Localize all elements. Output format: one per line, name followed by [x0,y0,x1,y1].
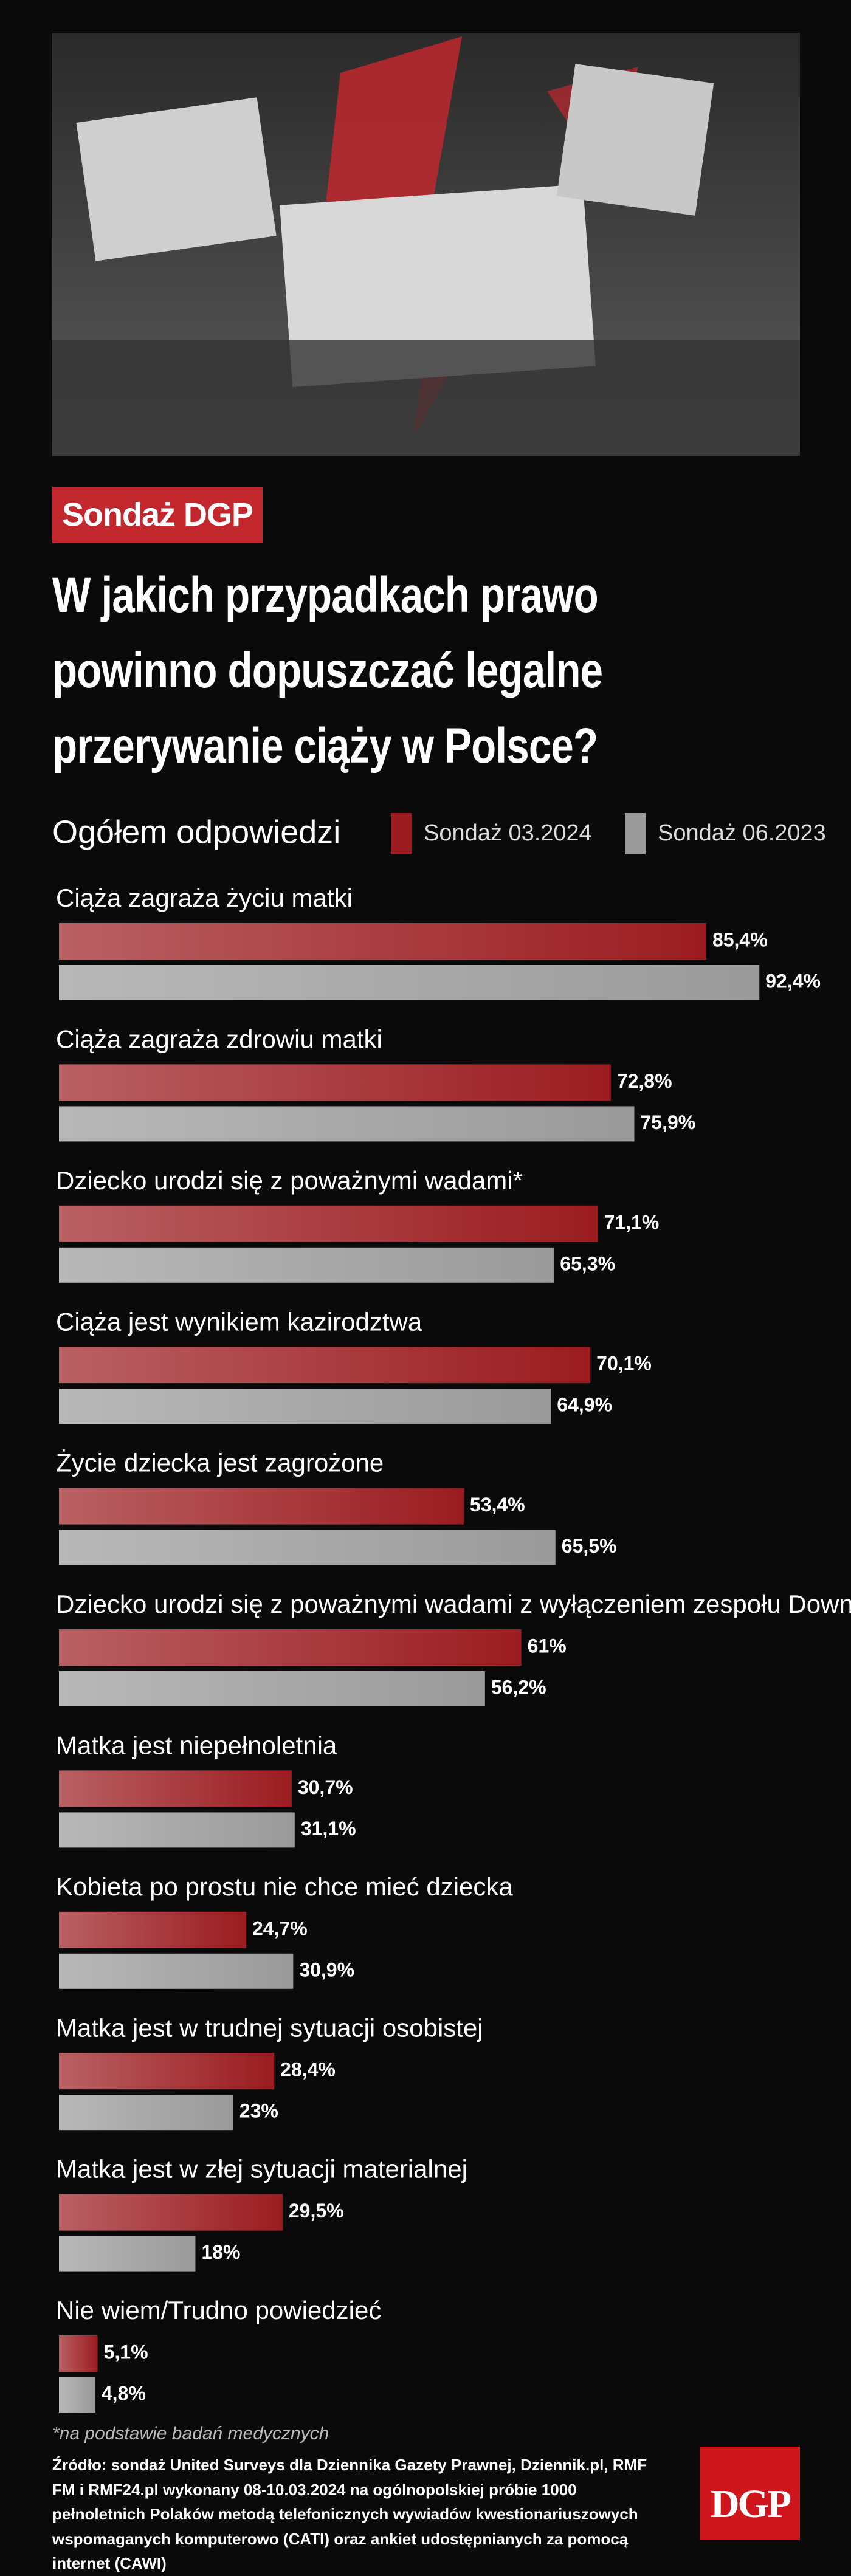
bar [59,1770,292,1807]
value-label: 64,9% [557,1394,612,1416]
value-label: 28,4% [280,2059,336,2081]
logo: DGP [700,2447,800,2540]
value-label: 65,5% [562,1535,617,1557]
chart: Ogółem odpowiedzi Sondaż 03.2024 Sondaż 0… [52,33,851,2413]
bar [59,1671,485,1706]
value-label: 75,9% [640,1111,695,1133]
value-label: 24,7% [252,1917,308,1939]
bar [59,965,760,1000]
bar [59,2335,98,2372]
value-label: 61% [528,1635,567,1657]
category-label: Dziecko urodzi się z poważnymi wadami* [56,1166,523,1195]
value-label: 18% [201,2241,240,2263]
bar [59,1488,464,1525]
bar [59,2194,283,2231]
value-label: 29,5% [289,2200,344,2222]
value-label: 85,4% [712,929,768,950]
category-label: Ciąża zagraża życiu matki [56,884,353,912]
bar [59,1389,551,1424]
value-label: 56,2% [491,1676,546,1698]
bar [59,1247,554,1283]
footnote: *na podstawie badań medycznych [52,2423,329,2444]
legend-swatch [391,813,412,854]
category-label: Dziecko urodzi się z poważnymi wadami z … [56,1590,851,1618]
value-label: 23% [239,2100,278,2122]
bar [59,1064,611,1101]
bar [59,1106,635,1142]
bar [59,1812,295,1848]
photo [52,33,800,456]
category-label: Kobieta po prostu nie chce mieć dziecka [56,1872,513,1901]
badge: Sondaż DGP [52,487,263,543]
value-label: 4,8% [102,2382,146,2404]
legend-swatch [625,813,646,854]
legend-label: Sondaż 03.2024 [424,820,592,846]
value-label: 30,7% [298,1776,353,1798]
value-label: 72,8% [617,1070,672,1092]
category-label: Ciąża zagraża zdrowiu matki [56,1025,382,1053]
source: Źródło: sondaż United Surveys dla Dzienn… [52,2456,647,2572]
subtitle: Ogółem odpowiedzi [52,814,340,850]
category-label: Matka jest w złej sytuacji materialnej [56,2155,467,2183]
category-label: Życie dziecka jest zagrożone [56,1449,384,1477]
value-label: 92,4% [765,970,821,992]
category-label: Matka jest w trudnej sytuacji osobistej [56,2013,483,2042]
category-label: Matka jest niepełnoletnia [56,1731,337,1759]
category-label: Ciąża jest wynikiem kazirodztwa [56,1307,422,1336]
bar [59,923,706,960]
bar [59,2377,95,2413]
value-label: 65,3% [560,1252,615,1274]
value-label: 70,1% [596,1353,652,1375]
bar [59,1205,598,1242]
bar [59,2236,196,2272]
bar [59,1347,591,1384]
bar [59,1629,522,1666]
value-label: 71,1% [604,1211,660,1233]
value-label: 30,9% [299,1959,354,1980]
bar [59,2053,275,2090]
value-label: 31,1% [301,1818,356,1839]
value-label: 5,1% [104,2341,148,2363]
value-label: 53,4% [470,1494,525,1516]
chart-title: W jakich przypadkach prawo powinno dopus… [52,568,603,774]
bar [59,1953,294,1989]
bar [59,2095,233,2131]
bar [59,1530,556,1565]
bar [59,1911,247,1948]
category-label: Nie wiem/Trudno powiedzieć [56,2296,381,2324]
legend-label: Sondaż 06.2023 [658,820,826,846]
